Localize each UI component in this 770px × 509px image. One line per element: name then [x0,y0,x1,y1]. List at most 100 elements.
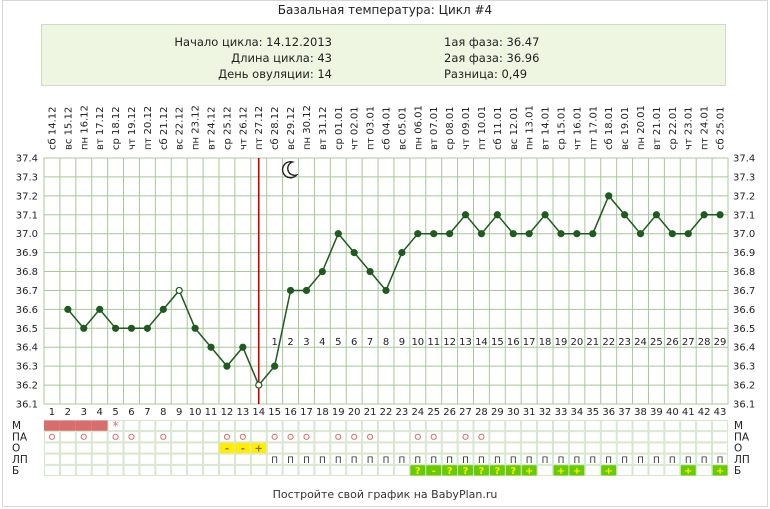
table-cell [696,453,712,465]
pregnancy-test-cell [442,465,458,476]
cycle-day-label: 8 [160,407,166,418]
date-label: вт 07.01 [429,106,440,150]
y-tick-label-left: 36.1 [16,400,38,411]
y-tick-label-left: 36.5 [16,324,38,335]
table-cell [171,464,188,476]
ovulation-day: День овуляции: 14 [218,67,332,81]
y-tick-label-left: 36.7 [16,286,38,297]
lp-mark: П [526,456,533,466]
pa-mark [414,433,421,440]
table-cell [441,420,458,432]
footer-link[interactable]: Постройте свой график на BabyPlan.ru [272,488,498,501]
y-tick-label-left: 36.3 [16,362,38,373]
table-cell [155,464,172,476]
table-cell [60,442,76,454]
table-cell [394,442,410,454]
table-cell [632,431,649,443]
phase2-avg: 2ая фаза: 36.96 [444,51,540,65]
luteal-day-number: 7 [367,337,373,348]
date-label: вт 17.12 [95,106,106,150]
table-cell [425,431,442,443]
cycle-day-label: 19 [332,407,345,418]
luteal-day-number: 22 [602,337,615,348]
table-cell [171,420,188,432]
lp-mark: П [717,456,724,466]
table-cell [234,453,251,465]
cycle-day-label: 12 [221,407,234,418]
table-cell [457,420,474,432]
cycle-day-label: 2 [65,407,71,418]
row-label-right: О [734,443,742,455]
table-cell [473,442,490,454]
lp-mark: П [319,456,326,466]
table-cell [569,453,585,465]
table-cell [139,464,156,476]
row-label-left: О [12,443,20,455]
table-cell [330,453,347,465]
date-label: чт 23.01 [684,106,695,150]
date-label: вт 21.01 [652,106,663,150]
pa-mark [335,433,342,440]
cycle-day-label: 31 [523,407,536,418]
luteal-day-number: 17 [523,337,536,348]
temperature-point [350,249,358,257]
cycle-length: Длина цикла: 43 [231,51,332,65]
table-cell [266,464,283,476]
menses-cell [44,420,60,431]
luteal-day-number: 8 [383,337,389,348]
table-cell [139,431,156,443]
table-cell [75,464,92,476]
table-cell [441,431,458,443]
lp-mark: П [558,456,565,466]
table-cell [584,464,601,476]
table-cell [330,464,347,476]
table-cell [314,464,331,476]
date-label: пн 16.12 [79,105,90,150]
table-cell [250,464,267,476]
pregnancy-test-cell [426,465,442,476]
date-label: чт 26.12 [238,106,249,150]
luteal-day-number: 11 [427,337,440,348]
table-cell [314,442,331,454]
temperature-point [334,230,342,238]
date-label: пт 17.01 [588,106,599,150]
menses-cell [59,420,76,431]
cycle-day-label: 35 [586,407,599,418]
table-cell [314,420,331,432]
pregnancy-test-cell [458,465,473,476]
lp-mark: П [287,456,294,466]
table-cell [648,442,665,454]
table-cell [378,453,394,465]
temperature-point [477,230,486,238]
cycle-day-label: 28 [475,407,488,418]
table-cell [60,464,76,476]
table-cell [266,420,283,432]
table-cell [696,431,712,443]
pregnancy-test-mark: ? [447,466,453,477]
pregnancy-test-mark: ? [494,466,500,477]
lp-mark: П [589,456,596,466]
table-cell [266,453,283,465]
luteal-day-number: 29 [714,337,727,348]
temperature-point [716,211,724,219]
temperature-point [96,305,104,313]
table-cell [234,420,251,432]
luteal-day-number: 9 [399,337,405,348]
table-cell [680,420,697,432]
y-tick-label-left: 37.2 [16,191,38,202]
table-cell [203,420,219,432]
temperature-point [302,286,311,295]
pa-mark [128,433,135,440]
table-cell [330,442,347,454]
table-cell [553,453,569,465]
table-cell [553,420,569,432]
table-cell [584,442,601,454]
table-cell [521,420,538,432]
table-cell [632,464,649,476]
temperature-point [636,230,645,238]
lp-mark: П [653,456,660,466]
table-cell [378,420,394,432]
table-cell [91,431,108,443]
lp-mark: П [446,456,453,466]
table-cell [537,442,553,454]
